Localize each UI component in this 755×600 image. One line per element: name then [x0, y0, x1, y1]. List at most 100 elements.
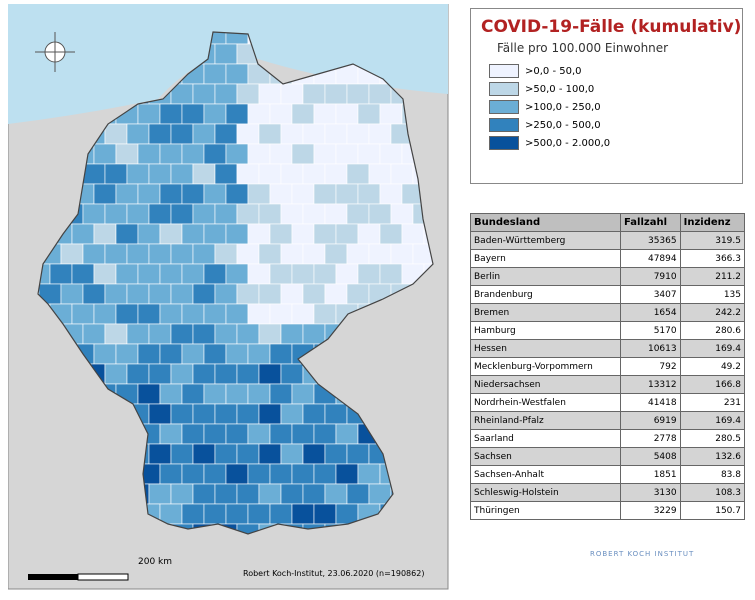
district: [203, 343, 227, 365]
district: [291, 223, 315, 245]
table-cell: Bayern: [469, 249, 622, 268]
legend-item: >100,0 - 250,0: [489, 99, 742, 115]
district: [357, 463, 381, 485]
district: [258, 403, 282, 425]
table-cell: 169.4: [679, 339, 746, 358]
district: [170, 243, 194, 265]
district: [203, 503, 227, 525]
district: [236, 123, 260, 145]
district: [357, 223, 381, 245]
district: [148, 243, 172, 265]
legend-swatch: [489, 82, 519, 96]
district: [280, 83, 304, 105]
table-cell: 3229: [620, 501, 681, 520]
district: [236, 83, 260, 105]
district: [159, 463, 183, 485]
district: [313, 103, 337, 125]
table-cell: 150.7: [679, 501, 746, 520]
district: [269, 423, 293, 445]
district: [357, 143, 381, 165]
district: [368, 203, 392, 225]
district: [115, 303, 139, 325]
district: [236, 323, 260, 345]
district: [269, 143, 293, 165]
district: [93, 303, 117, 325]
district: [181, 143, 205, 165]
district: [346, 483, 370, 505]
district: [170, 403, 194, 425]
district: [379, 103, 403, 125]
district: [137, 143, 161, 165]
district: [269, 103, 293, 125]
district: [236, 283, 260, 305]
district: [280, 123, 304, 145]
district: [357, 263, 381, 285]
district: [258, 123, 282, 145]
table-row: Saarland 2778 280.5: [469, 429, 746, 448]
district: [313, 303, 337, 325]
district: [104, 363, 128, 385]
district: [82, 203, 106, 225]
legend-label: >250,0 - 500,0: [525, 119, 601, 131]
district: [82, 283, 106, 305]
district: [335, 223, 359, 245]
district: [181, 103, 205, 125]
district: [225, 103, 249, 125]
district: [214, 443, 238, 465]
district: [181, 503, 205, 525]
district: [225, 503, 249, 525]
district: [346, 283, 370, 305]
district: [214, 243, 238, 265]
district: [291, 303, 315, 325]
district: [302, 323, 326, 345]
table-row: Niedersachsen 13312 166.8: [469, 375, 746, 394]
header-cell: Inzidenz: [679, 213, 746, 232]
district: [126, 283, 150, 305]
district: [214, 483, 238, 505]
district: [258, 203, 282, 225]
table-cell: Nordrhein-Westfalen: [469, 393, 622, 412]
district: [247, 223, 271, 245]
district: [93, 223, 117, 245]
district: [126, 243, 150, 265]
table-header: Bundesland Fallzahl Inzidenz: [469, 213, 746, 232]
table-cell: 2778: [620, 429, 681, 448]
district: [302, 123, 326, 145]
district: [346, 243, 370, 265]
district: [137, 183, 161, 205]
district: [159, 343, 183, 365]
table-cell: Saarland: [469, 429, 622, 448]
district: [115, 223, 139, 245]
district: [258, 243, 282, 265]
district: [236, 363, 260, 385]
district: [335, 503, 359, 525]
district: [313, 223, 337, 245]
district: [148, 163, 172, 185]
district: [214, 123, 238, 145]
district: [313, 263, 337, 285]
district: [148, 363, 172, 385]
district: [313, 463, 337, 485]
district: [104, 203, 128, 225]
table-cell: 792: [620, 357, 681, 376]
district: [181, 263, 205, 285]
district: [104, 323, 128, 345]
legend: COVID-19-Fälle (kumulativ) Fälle pro 100…: [470, 8, 743, 184]
district: [280, 283, 304, 305]
district: [247, 343, 271, 365]
district: [302, 163, 326, 185]
district: [269, 303, 293, 325]
table-cell: Hessen: [469, 339, 622, 358]
district: [225, 263, 249, 285]
district: [137, 383, 161, 405]
district: [181, 183, 205, 205]
district: [379, 143, 403, 165]
table-cell: Hamburg: [469, 321, 622, 340]
district: [192, 243, 216, 265]
table-cell: 169.4: [679, 411, 746, 430]
district: [170, 483, 194, 505]
district: [269, 383, 293, 405]
table-cell: 5170: [620, 321, 681, 340]
district: [181, 463, 205, 485]
